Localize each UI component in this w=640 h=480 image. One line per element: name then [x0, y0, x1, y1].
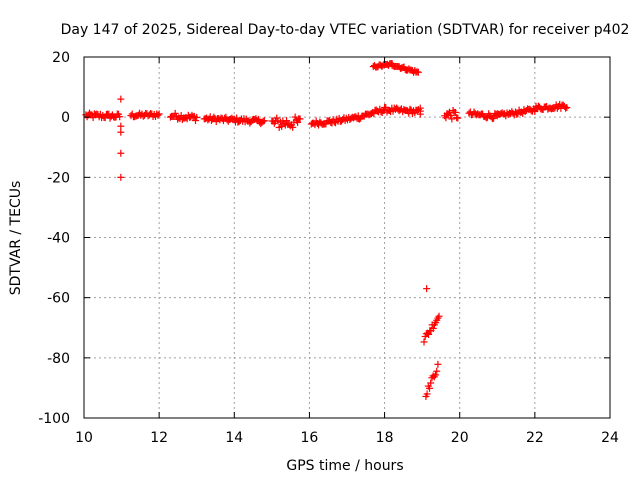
- x-tick-label-0: 10: [75, 430, 93, 446]
- chart-title: Day 147 of 2025, Sidereal Day-to-day VTE…: [61, 22, 630, 38]
- data-point-s15-393: [435, 312, 443, 320]
- data-point-s16-397: [426, 384, 434, 392]
- y-tick-label-5: -80: [47, 351, 70, 367]
- data-point-s0-28: [116, 113, 124, 121]
- data-point-s16-398: [427, 379, 435, 387]
- data-point-s0-16: [101, 114, 109, 122]
- data-point-s16-402: [432, 371, 440, 379]
- data-point-s1-51: [154, 111, 162, 119]
- data-point-5: [117, 128, 125, 136]
- data-point-s8-236: [406, 105, 414, 113]
- data-point-4: [117, 122, 125, 130]
- data-point-s12-316: [490, 114, 498, 122]
- data-point-3: [117, 95, 125, 103]
- data-point-2: [416, 110, 424, 118]
- data-point-s7-205: [370, 110, 378, 118]
- data-point-s11-285: [442, 114, 450, 122]
- data-point-s3-84: [210, 113, 218, 121]
- x-tick-labels: 10 12 14 16 18 20 22 24: [75, 430, 619, 446]
- data-point-s16-395: [423, 390, 431, 398]
- x-tick-label-1: 12: [150, 430, 168, 446]
- y-tick-label-3: -40: [47, 231, 70, 247]
- data-point-s2-57: [171, 109, 179, 117]
- data-points: [82, 60, 571, 400]
- x-tick-label-7: 24: [601, 430, 619, 446]
- data-point-s2-75: [193, 113, 201, 121]
- y-axis-label: SDTVAR / TECUs: [8, 181, 24, 296]
- y-tick-label-0: 20: [52, 50, 70, 66]
- data-point-8: [423, 285, 431, 293]
- y-tick-label-1: 0: [61, 110, 70, 126]
- data-point-s14-379: [563, 103, 571, 111]
- x-axis-label: GPS time / hours: [286, 458, 403, 474]
- data-point-s4-144: [289, 123, 297, 131]
- data-point-7: [117, 173, 125, 181]
- data-point-s4-139: [283, 117, 291, 125]
- data-point-s11-289: [447, 111, 455, 119]
- data-point-s3-126: [260, 117, 268, 125]
- y-tick-label-2: -20: [47, 170, 70, 186]
- data-point-s11-290: [448, 115, 456, 123]
- data-point-1: [416, 104, 424, 112]
- data-point-s11-293: [451, 108, 459, 116]
- x-tick-label-4: 18: [376, 430, 394, 446]
- data-point-6: [117, 149, 125, 157]
- data-point-s16-404: [434, 360, 442, 368]
- x-tick-label-5: 20: [451, 430, 469, 446]
- data-point-s10-283: [414, 68, 422, 76]
- data-point-s15-388: [429, 324, 437, 332]
- x-tick-label-3: 16: [301, 430, 319, 446]
- data-point-s11-295: [454, 114, 462, 122]
- data-point-s4-146: [291, 113, 299, 121]
- y-tick-label-6: -100: [38, 411, 70, 427]
- data-point-s1-52: [155, 110, 163, 118]
- data-point-s15-384: [425, 330, 433, 338]
- data-point-s16-403: [433, 367, 441, 375]
- y-tick-labels: 20 0 -20 -40 -60 -80 -100: [38, 50, 70, 427]
- x-tick-label-2: 14: [225, 430, 243, 446]
- axis-ticks: [83, 56, 611, 419]
- x-tick-label-6: 22: [526, 430, 544, 446]
- data-point-s14-378: [562, 104, 570, 112]
- data-point-s4-150: [296, 115, 304, 123]
- data-point-s2-74: [192, 117, 200, 125]
- y-tick-label-4: -60: [47, 291, 70, 307]
- data-point-s15-380: [420, 338, 428, 346]
